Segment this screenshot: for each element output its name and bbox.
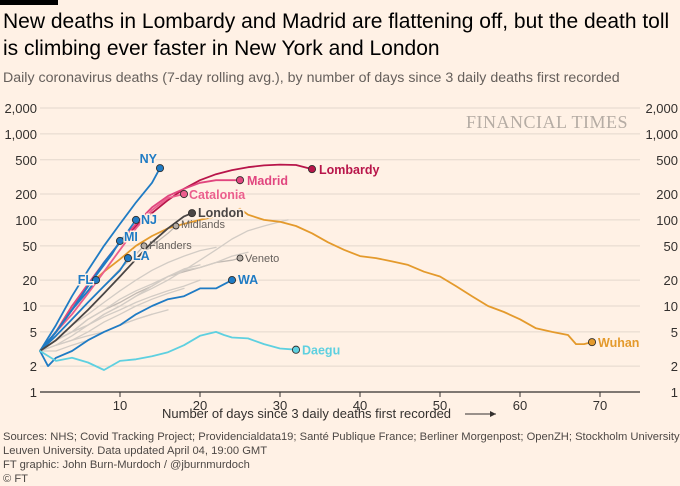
end-marker-london bbox=[187, 209, 197, 218]
series-label-wa: WA bbox=[238, 273, 258, 287]
series-line-catalonia bbox=[39, 193, 185, 352]
y-tick-label-right: 50 bbox=[664, 239, 678, 254]
y-tick-label-left: 1,000 bbox=[4, 127, 37, 142]
x-tick-label: 40 bbox=[353, 398, 367, 413]
y-tick-label-right: 500 bbox=[656, 153, 678, 168]
footer: Sources: NHS; Covid Tracking Project; Pr… bbox=[3, 430, 680, 486]
y-tick-label-left: 5 bbox=[30, 325, 37, 340]
series-label-ny: NY bbox=[140, 152, 158, 166]
end-marker-wa bbox=[227, 276, 237, 285]
series-label-midlands: Midlands bbox=[181, 219, 226, 231]
series-line-background-21 bbox=[39, 313, 153, 352]
y-axis-left: 1 2 5 10 20 50 100 200 500 1,000 2,000 bbox=[4, 101, 37, 400]
series-line-background-20 bbox=[39, 251, 249, 352]
series-line-wa bbox=[39, 279, 233, 367]
sources-line-2: Leuven University. Data updated April 04… bbox=[3, 445, 268, 457]
end-marker-veneto bbox=[236, 254, 244, 262]
y-axis-right: 1 2 5 10 20 50 100 200 500 1,000 2,000 bbox=[645, 101, 678, 400]
y-tick-label-left: 50 bbox=[23, 239, 37, 254]
y-tick-label-right: 10 bbox=[664, 299, 678, 314]
series-line-background-17 bbox=[39, 264, 201, 352]
series-end-markers bbox=[91, 164, 597, 354]
y-tick-label-left: 2,000 bbox=[4, 101, 37, 116]
series-label-madrid: Madrid bbox=[247, 174, 288, 188]
x-tick-label: 60 bbox=[513, 398, 527, 413]
series-label-fl: FL bbox=[78, 273, 94, 287]
series-line-madrid bbox=[39, 179, 241, 352]
y-tick-label-left: 100 bbox=[15, 213, 37, 228]
end-marker-flanders bbox=[140, 242, 148, 250]
series-label-nj: NJ bbox=[141, 213, 157, 227]
sources-line-1: Sources: NHS; Covid Tracking Project; Pr… bbox=[3, 431, 680, 443]
brand-bar bbox=[0, 0, 58, 5]
end-marker-nj bbox=[131, 215, 141, 224]
end-marker-midlands bbox=[172, 222, 180, 230]
x-tick-label: 20 bbox=[193, 398, 207, 413]
y-tick-label-right: 200 bbox=[656, 187, 678, 202]
series-line-daegu bbox=[39, 331, 297, 371]
y-tick-label-left: 20 bbox=[23, 273, 37, 288]
x-tick-label: 50 bbox=[433, 398, 447, 413]
series-label-daegu: Daegu bbox=[302, 344, 340, 358]
x-axis: 10 20 30 40 50 60 70 bbox=[113, 392, 607, 413]
y-tick-label-left: 10 bbox=[23, 299, 37, 314]
end-marker-wuhan bbox=[587, 338, 597, 347]
series-label-catalonia: Catalonia bbox=[189, 188, 246, 202]
x-tick-label: 70 bbox=[593, 398, 607, 413]
watermark: FINANCIAL TIMES bbox=[466, 112, 628, 132]
end-marker-daegu bbox=[291, 345, 301, 354]
chart-title: New deaths in Lombardy and Madrid are fl… bbox=[3, 10, 670, 60]
credit-line: FT graphic: John Burn-Murdoch / @jburnmu… bbox=[3, 459, 250, 471]
highlighted-series bbox=[39, 163, 593, 371]
x-axis-arrow bbox=[465, 411, 496, 417]
y-tick-label-right: 5 bbox=[671, 325, 678, 340]
series-label-la: LA bbox=[133, 249, 150, 263]
x-tick-label: 30 bbox=[273, 398, 287, 413]
y-tick-label-right: 1 bbox=[671, 385, 678, 400]
series-line-fl bbox=[39, 279, 97, 352]
series-label-mi: MI bbox=[124, 230, 138, 244]
end-marker-madrid bbox=[235, 176, 245, 185]
chart-subtitle: Daily coronavirus deaths (7-day rolling … bbox=[3, 70, 620, 86]
y-tick-label-left: 500 bbox=[15, 153, 37, 168]
series-label-lombardy: Lombardy bbox=[319, 163, 379, 177]
y-tick-label-right: 2 bbox=[671, 359, 678, 374]
end-marker-fl bbox=[91, 276, 101, 285]
y-tick-label-right: 20 bbox=[664, 273, 678, 288]
end-marker-mi bbox=[115, 236, 125, 245]
series-line-ny bbox=[39, 167, 161, 352]
series-line-wuhan bbox=[39, 207, 593, 352]
y-tick-label-right: 2,000 bbox=[645, 101, 678, 116]
series-label-wuhan: Wuhan bbox=[598, 336, 639, 350]
y-tick-label-left: 200 bbox=[15, 187, 37, 202]
end-marker-ny bbox=[155, 164, 165, 173]
series-line-background-22 bbox=[39, 279, 201, 352]
end-marker-lombardy bbox=[307, 165, 317, 174]
series-line-la bbox=[39, 257, 129, 352]
series-label-veneto: Veneto bbox=[245, 253, 279, 265]
y-tick-label-right: 100 bbox=[656, 213, 678, 228]
series-label-london: London bbox=[198, 206, 244, 220]
end-marker-la bbox=[123, 254, 133, 263]
end-marker-catalonia bbox=[179, 189, 189, 199]
copyright: © FT bbox=[3, 473, 29, 485]
x-tick-label: 10 bbox=[113, 398, 127, 413]
series-line-london bbox=[39, 212, 193, 352]
y-tick-label-left: 1 bbox=[30, 385, 37, 400]
y-tick-label-left: 2 bbox=[30, 359, 37, 374]
y-tick-label-right: 1,000 bbox=[645, 127, 678, 142]
series-label-flanders: Flanders bbox=[149, 240, 192, 252]
x-axis-label: Number of days since 3 daily deaths firs… bbox=[162, 406, 451, 421]
